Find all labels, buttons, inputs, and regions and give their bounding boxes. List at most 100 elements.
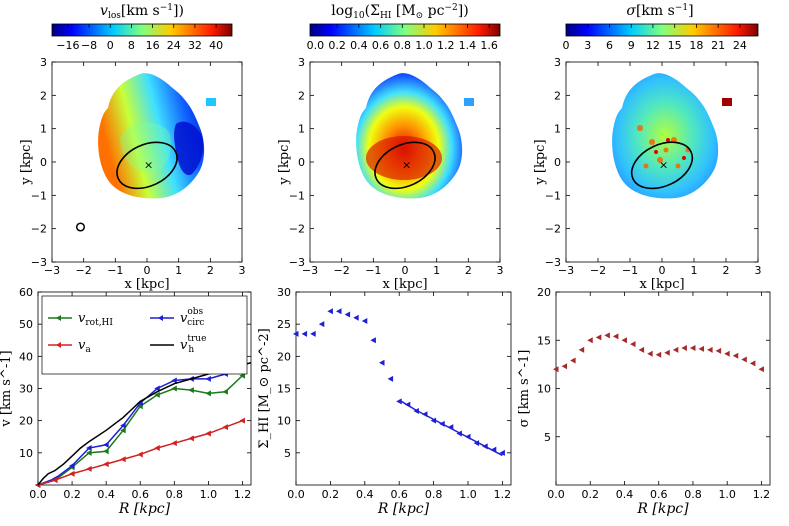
- colorbar-tick-label: 16: [146, 39, 160, 52]
- colorbar-tick-label: 0.0: [307, 39, 325, 52]
- series-point: [205, 430, 211, 437]
- x-tick-label: −2: [334, 264, 350, 277]
- profile-xlabel: R [kpc]: [636, 501, 689, 517]
- colorbar-tick-label: 8: [128, 39, 135, 52]
- x-tick-label: −1: [107, 264, 123, 277]
- map-ylabel: y [kpc]: [533, 139, 548, 185]
- x-tick-label: 0.0: [547, 488, 565, 501]
- x-tick-label: 0: [659, 264, 666, 277]
- data-point: [344, 311, 351, 318]
- map-sigma-panel: × −3 −2 −1 0 1 2 3 3 2 1 0 −1 −2 −3 x [kpc] y [kpc]: [533, 56, 762, 292]
- map-vlos-hi-data: [98, 73, 205, 199]
- data-point: [439, 420, 445, 427]
- colorbar-tick-label: 0.2: [328, 39, 346, 52]
- legend-marker-vcirc: [158, 315, 163, 321]
- data-point: [672, 346, 679, 353]
- profile-ylabel: Σ_HI [M_⊙ pc^-2]: [257, 328, 272, 448]
- x-tick-label: 0.8: [166, 488, 184, 501]
- profile-xlabel: R [kpc]: [118, 501, 171, 517]
- y-tick-label: 30: [277, 286, 291, 299]
- data-point: [698, 345, 705, 352]
- colorbar-tick-label: 0: [107, 39, 114, 52]
- y-tick-label: 0: [40, 156, 47, 169]
- y-tick-label: −2: [289, 223, 305, 236]
- colorbar-tick-label: 6: [606, 39, 613, 52]
- x-tick-label: 0.6: [390, 488, 408, 501]
- sigma-profile-panel: 0.0 0.2 0.4 0.6 0.8 1.0 1.2 5 10 15 20 R [kpc] σ [km…: [517, 286, 771, 517]
- map-vlos-panel: × −3 −2 −1 0 1 2 3 3 2 1 0 −1 −2 −3 x [kpc] y [kpc]: [19, 56, 246, 292]
- data-point: [361, 317, 368, 324]
- colorbar-tick-label: −8: [81, 39, 97, 52]
- map-sigma-clump: [722, 98, 732, 106]
- legend-marker-vrot: [56, 315, 61, 321]
- data-point: [499, 449, 505, 456]
- colorbar-tick-label: 1.0: [415, 39, 433, 52]
- data-point: [681, 344, 687, 351]
- data-point: [553, 366, 559, 373]
- series-point: [120, 456, 126, 463]
- data-point: [327, 308, 333, 315]
- data-point: [465, 433, 471, 440]
- rotation-curve-legend: vrot,HI va vobs circ vtrue h: [41, 295, 248, 375]
- sigma-profile-frame: [555, 291, 771, 486]
- data-point: [655, 351, 662, 358]
- series-point: [222, 424, 228, 431]
- colorbar-tick-label: 12: [646, 39, 660, 52]
- y-tick-label: −1: [31, 189, 47, 202]
- legend-label-vrot: vrot,HI: [78, 311, 113, 328]
- y-tick-label: −3: [289, 256, 305, 269]
- legend-box: [41, 295, 248, 375]
- data-point: [482, 443, 488, 450]
- colorbar-sigma-strip: [565, 23, 759, 37]
- data-point: [732, 352, 739, 359]
- profile-ylabel: v [km s^-1]: [0, 350, 14, 427]
- data-point: [587, 337, 593, 344]
- colorbar-tick-label: 24: [167, 39, 181, 52]
- y-tick-label: 50: [19, 318, 33, 331]
- series-line: [37, 358, 243, 486]
- colorbar-tick-label: 24: [733, 39, 747, 52]
- kinematic-ellipse: [374, 141, 436, 190]
- legend-marker-va: [56, 342, 61, 348]
- y-tick-label: 15: [277, 383, 291, 396]
- colorbar-tick-label: 0.6: [372, 39, 390, 52]
- data-point: [715, 347, 722, 354]
- center-marker: ×: [144, 158, 153, 171]
- y-tick-label: 1: [554, 123, 561, 136]
- series-point: [86, 445, 92, 452]
- series-point: [154, 391, 160, 398]
- data-point: [664, 349, 670, 356]
- colorbar-tick-label: 21: [711, 39, 725, 52]
- y-tick-label: 30: [19, 383, 33, 396]
- data-point: [647, 350, 653, 357]
- colorbar-tick-label: 1.2: [437, 39, 455, 52]
- x-tick-label: 0.8: [684, 488, 702, 501]
- data-point: [456, 430, 462, 437]
- y-tick-label: −2: [545, 223, 561, 236]
- x-tick-label: 0.4: [616, 488, 634, 501]
- x-tick-label: 1: [175, 264, 182, 277]
- data-point: [595, 334, 602, 341]
- series-point: [120, 427, 126, 434]
- y-tick-label: −1: [289, 189, 305, 202]
- y-tick-label: 10: [537, 383, 551, 396]
- legend-label-va: va: [78, 338, 91, 355]
- data-point: [630, 341, 636, 348]
- colorbar-tick-label: 3: [584, 39, 591, 52]
- colorbar-tick-label: −16: [56, 39, 79, 52]
- x-tick-label: 1.0: [718, 488, 736, 501]
- colorbar-tick-label: 32: [188, 39, 202, 52]
- x-tick-label: 2: [465, 264, 472, 277]
- map-vlos-center-blend: [120, 122, 172, 173]
- profile-ylabel: σ [km s^-1]: [517, 350, 532, 428]
- data-point: [318, 321, 325, 328]
- y-tick-label: −1: [545, 189, 561, 202]
- beam-circle: [75, 222, 86, 232]
- y-tick-label: 60: [19, 286, 33, 299]
- series-point: [188, 435, 194, 442]
- colorbar-sigma: σ[km s−1] 0 3 6 9 12 15 18 21 24: [563, 3, 759, 52]
- data-point: [578, 346, 585, 353]
- series-point: [188, 387, 194, 394]
- data-point: [310, 330, 316, 337]
